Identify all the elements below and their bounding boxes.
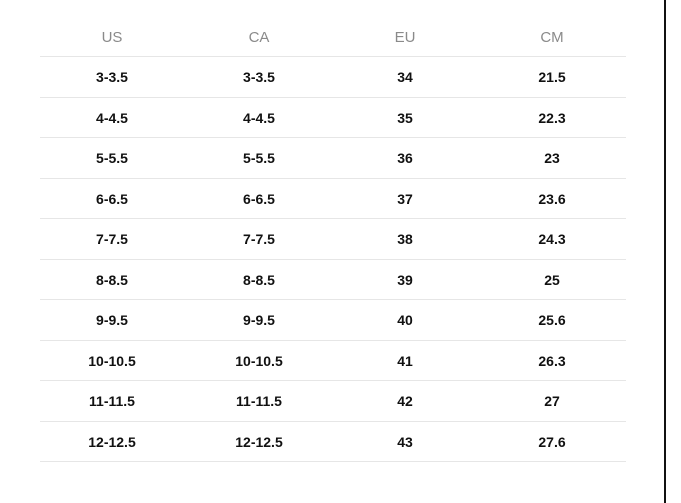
table-cell: 10-10.5 — [235, 352, 283, 369]
header-row: US CA EU CM — [40, 18, 626, 57]
table-row: 5-5.5 5-5.5 36 23 — [40, 138, 626, 179]
header-cell: US — [101, 29, 123, 46]
table-cell: 9-9.5 — [96, 312, 128, 328]
table-cell: 36 — [397, 150, 413, 166]
table-row: 7-7.5 7-7.5 38 24.3 — [40, 219, 626, 260]
table-row: 8-8.5 8-8.5 39 25 — [40, 260, 626, 300]
table-cell: 24.3 — [538, 231, 566, 247]
table-row: 9-9.5 9-9.5 40 25.6 — [40, 300, 626, 341]
table-row: 10-10.5 10-10.5 41 26.3 — [40, 341, 626, 381]
table-cell: 11-11.5 — [236, 393, 282, 409]
table-cell: 25 — [544, 271, 560, 288]
table-cell: 23 — [544, 150, 560, 166]
table-cell: 6-6.5 — [243, 190, 275, 207]
table-cell: 4-4.5 — [243, 109, 275, 126]
table-cell: 5-5.5 — [243, 150, 275, 166]
header-cell: EU — [394, 29, 416, 46]
table-cell: 26.3 — [538, 352, 566, 369]
table-cell: 12-12.5 — [235, 433, 283, 450]
table-cell: 41 — [397, 352, 413, 369]
table-cell: 12-12.5 — [88, 433, 136, 450]
table-cell: 38 — [397, 231, 413, 247]
table-cell: 40 — [397, 312, 413, 328]
table-cell: 10-10.5 — [88, 352, 136, 369]
table-cell: 43 — [397, 433, 413, 450]
table-cell: 9-9.5 — [243, 312, 275, 328]
table-cell: 34 — [397, 69, 413, 85]
table-cell: 23.6 — [538, 190, 566, 207]
table-cell: 11-11.5 — [89, 393, 135, 409]
table-row: 12-12.5 12-12.5 43 27.6 — [40, 422, 626, 462]
table-row: 6-6.5 6-6.5 37 23.6 — [40, 179, 626, 219]
table-cell: 3-3.5 — [96, 69, 128, 85]
table-cell: 3-3.5 — [243, 69, 275, 85]
table-cell: 4-4.5 — [96, 109, 128, 126]
table-cell: 8-8.5 — [96, 271, 128, 288]
table-cell: 35 — [397, 109, 413, 126]
table-cell: 37 — [397, 190, 413, 207]
table-cell: 6-6.5 — [96, 190, 128, 207]
size-table: US CA EU CM 3-3.5 3-3.5 34 21.5 4-4.5 4-4.5 35 22.3… — [40, 18, 626, 462]
table-cell: 5-5.5 — [96, 150, 128, 166]
table-row: 3-3.5 3-3.5 34 21.5 — [40, 57, 626, 98]
table-cell: 25.6 — [538, 312, 566, 328]
table-cell: 21.5 — [538, 69, 566, 85]
table-cell: 7-7.5 — [96, 231, 128, 247]
header-cell: CA — [248, 29, 270, 46]
table-cell: 7-7.5 — [243, 231, 275, 247]
window-edge — [664, 0, 666, 503]
table-row: 4-4.5 4-4.5 35 22.3 — [40, 98, 626, 138]
table-cell: 22.3 — [538, 109, 566, 126]
table-cell: 27.6 — [538, 433, 566, 450]
table-cell: 27 — [544, 393, 560, 409]
table-cell: 8-8.5 — [243, 271, 275, 288]
table-cell: 42 — [397, 393, 413, 409]
table-row: 11-11.5 11-11.5 42 27 — [40, 381, 626, 422]
table-cell: 39 — [397, 271, 413, 288]
header-cell: CM — [540, 29, 564, 46]
